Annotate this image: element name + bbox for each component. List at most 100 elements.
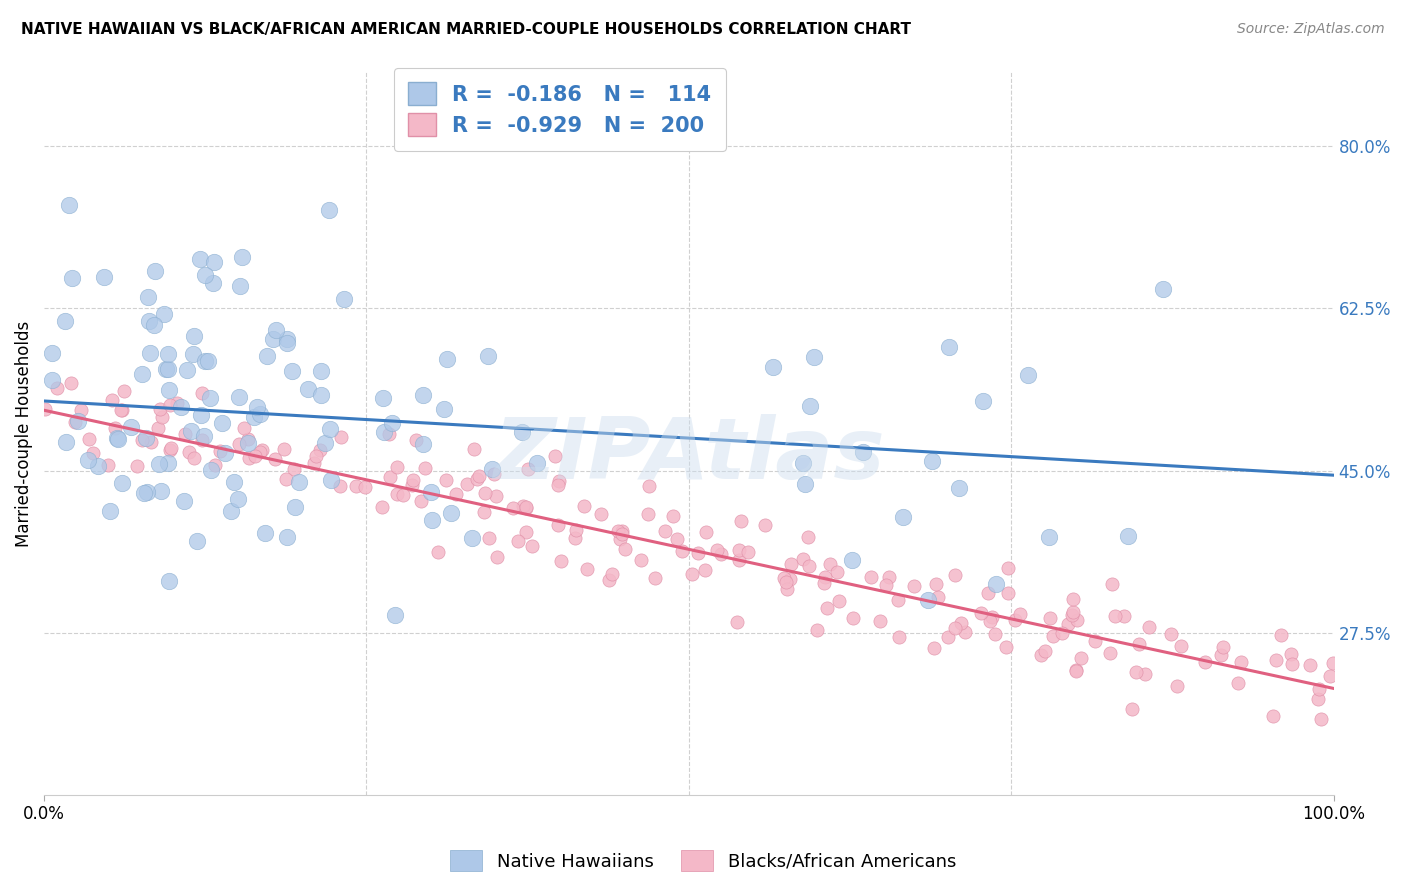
Point xyxy=(727,553,749,567)
Point xyxy=(950,615,973,630)
Point xyxy=(1064,663,1087,677)
Point xyxy=(548,475,571,489)
Point xyxy=(318,202,340,217)
Point xyxy=(111,475,134,490)
Point xyxy=(775,574,797,589)
Point xyxy=(869,614,891,628)
Point xyxy=(41,346,63,360)
Point xyxy=(478,531,501,545)
Point xyxy=(610,524,633,539)
Point xyxy=(485,549,508,564)
Point xyxy=(1265,653,1288,667)
Point xyxy=(1170,639,1192,653)
Point xyxy=(1070,651,1092,665)
Point xyxy=(190,408,212,422)
Point xyxy=(436,351,458,366)
Point xyxy=(219,503,242,517)
Point xyxy=(373,425,395,439)
Point xyxy=(120,420,142,434)
Point xyxy=(695,525,717,540)
Point xyxy=(319,422,342,436)
Point xyxy=(201,277,224,291)
Point xyxy=(924,577,946,591)
Point xyxy=(1008,607,1031,621)
Point xyxy=(190,386,212,401)
Point xyxy=(460,531,482,545)
Point xyxy=(309,388,332,402)
Point xyxy=(378,427,401,442)
Point xyxy=(149,401,172,416)
Point xyxy=(305,449,328,463)
Point xyxy=(1308,681,1330,696)
Point xyxy=(1281,657,1303,672)
Point xyxy=(547,518,569,533)
Point xyxy=(564,531,586,545)
Point xyxy=(143,318,166,332)
Point xyxy=(1209,648,1232,662)
Point xyxy=(517,462,540,476)
Point xyxy=(485,489,508,503)
Point xyxy=(228,390,250,404)
Point xyxy=(330,430,353,444)
Point xyxy=(979,614,1001,628)
Point xyxy=(891,510,914,524)
Point xyxy=(392,488,415,502)
Point xyxy=(948,481,970,495)
Point xyxy=(481,462,503,476)
Point xyxy=(284,500,307,515)
Point xyxy=(477,349,499,363)
Point xyxy=(842,611,865,625)
Point xyxy=(135,431,157,445)
Point xyxy=(852,445,875,459)
Point xyxy=(1050,626,1073,640)
Point xyxy=(329,479,352,493)
Point xyxy=(887,630,910,644)
Point xyxy=(157,574,180,588)
Point xyxy=(193,429,215,443)
Point xyxy=(155,362,177,376)
Point xyxy=(792,456,814,470)
Point xyxy=(806,624,828,638)
Point xyxy=(46,381,69,395)
Point xyxy=(875,577,897,591)
Point xyxy=(143,263,166,277)
Point xyxy=(547,477,569,491)
Point xyxy=(112,384,135,398)
Point xyxy=(200,463,222,477)
Point xyxy=(612,526,634,541)
Point xyxy=(333,292,356,306)
Point xyxy=(984,627,1007,641)
Point xyxy=(1004,614,1026,628)
Point xyxy=(654,524,676,539)
Point xyxy=(779,572,801,586)
Point xyxy=(373,391,395,405)
Point xyxy=(276,335,298,350)
Point xyxy=(86,459,108,474)
Point xyxy=(159,398,181,412)
Point xyxy=(1060,607,1083,622)
Point xyxy=(1039,610,1062,624)
Point xyxy=(463,442,485,457)
Point xyxy=(526,456,548,470)
Point xyxy=(1084,633,1107,648)
Point xyxy=(385,459,408,474)
Point xyxy=(921,453,943,467)
Point xyxy=(776,582,799,597)
Point xyxy=(661,508,683,523)
Point xyxy=(243,450,266,464)
Point xyxy=(1212,640,1234,654)
Point xyxy=(380,470,402,484)
Point xyxy=(1308,691,1330,706)
Point xyxy=(314,435,336,450)
Point xyxy=(381,417,404,431)
Point xyxy=(827,593,849,607)
Point xyxy=(353,480,375,494)
Point xyxy=(1133,666,1156,681)
Point xyxy=(153,308,176,322)
Point xyxy=(444,486,467,500)
Point xyxy=(413,461,436,475)
Point xyxy=(813,575,835,590)
Point xyxy=(319,473,342,487)
Point xyxy=(58,197,80,211)
Point xyxy=(943,621,966,635)
